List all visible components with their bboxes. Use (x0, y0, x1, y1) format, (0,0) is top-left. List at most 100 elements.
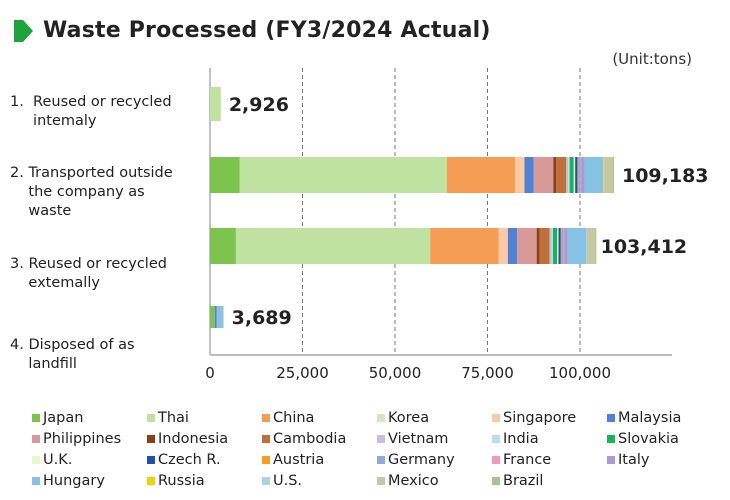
bar-segment (430, 228, 499, 264)
legend-item: Cambodia (262, 429, 377, 448)
legend-swatch (607, 413, 615, 422)
total-label: 2,926 (229, 94, 289, 116)
bar-segment (560, 228, 562, 264)
x-tick-label: 25,000 (276, 364, 329, 382)
legend-label: Japan (43, 409, 84, 426)
legend-label: Indonesia (158, 430, 229, 447)
bar-segment (446, 157, 516, 193)
bar-segment (567, 228, 587, 264)
bar-segment (217, 306, 223, 328)
legend-swatch (377, 413, 385, 422)
category-label: 2. Transported outside (10, 165, 173, 181)
chart-title-block: Waste Processed (FY3/2024 Actual) (14, 18, 491, 43)
legend-swatch (262, 455, 270, 464)
category-label: 1. Reused or recycled (10, 94, 172, 110)
legend-label: Austria (273, 451, 325, 468)
bar-segment (553, 157, 557, 193)
bar-segment (573, 157, 576, 193)
bar-segment (556, 157, 567, 193)
legend-swatch (492, 455, 500, 464)
legend-label: China (273, 409, 315, 426)
legend-item: Russia (147, 471, 262, 490)
legend-item: Hungary (32, 471, 147, 490)
legend-item: Malaysia (607, 408, 722, 427)
legend-label: Italy (618, 451, 650, 468)
bar-segment (222, 306, 224, 328)
bar-segment (595, 228, 597, 264)
legend-label: Mexico (388, 472, 439, 489)
category-label: 3. Reused or recycled (10, 256, 167, 272)
legend-label: Germany (388, 451, 455, 468)
bar-segment (581, 157, 585, 193)
total-label: 109,183 (622, 165, 709, 187)
legend-swatch (377, 434, 385, 443)
legend-item: China (262, 408, 377, 427)
legend-label: Philippines (43, 430, 122, 447)
bar-segment (216, 306, 218, 328)
bar-segment (235, 228, 431, 264)
legend-item: India (492, 429, 607, 448)
bar-segment (569, 157, 574, 193)
x-tick-label: 0 (205, 364, 215, 382)
legend-swatch (607, 455, 615, 464)
legend-label: Czech R. (158, 451, 221, 468)
bar-segment (578, 157, 581, 193)
bar-segment (552, 228, 558, 264)
legend-label: Vietnam (388, 430, 449, 447)
category-label: the company as (10, 184, 145, 200)
legend-swatch (32, 455, 40, 464)
legend-swatch (262, 434, 270, 443)
bar-segment (587, 228, 596, 264)
bar-segment (580, 157, 582, 193)
legend-label: Thai (158, 409, 189, 426)
legend-swatch (147, 455, 155, 464)
legend-label: Slovakia (618, 430, 679, 447)
legend-swatch (377, 476, 385, 485)
total-label: 103,412 (601, 236, 688, 258)
bar-segment (239, 157, 447, 193)
bar-segment (561, 228, 564, 264)
legend-label: Singapore (503, 409, 577, 426)
legend-swatch (147, 434, 155, 443)
bar-segment (210, 87, 221, 121)
bar-segment (210, 157, 240, 193)
bar-segment (566, 157, 569, 193)
legend-label: Malaysia (618, 409, 682, 426)
legend-swatch (32, 413, 40, 422)
bar-segment (564, 228, 568, 264)
bar-segment (551, 228, 553, 264)
bar-segment (577, 157, 579, 193)
legend-item: Korea (377, 408, 492, 427)
bar-segment (515, 157, 525, 193)
bar-segment (524, 157, 534, 193)
bar-segment (568, 157, 570, 193)
bar-segment (549, 228, 552, 264)
legend-swatch (492, 434, 500, 443)
legend-item: Thai (147, 408, 262, 427)
bar-segment (604, 157, 613, 193)
legend-swatch (492, 413, 500, 422)
bar-segment (507, 228, 518, 264)
total-label: 3,689 (232, 307, 292, 329)
legend-swatch (262, 476, 270, 485)
legend-item: Vietnam (377, 429, 492, 448)
bar-segment (533, 157, 554, 193)
bar-segment (584, 157, 603, 193)
legend-label: Russia (158, 472, 205, 489)
legend-swatch (262, 413, 270, 422)
legend-label: U.K. (43, 451, 73, 468)
bar-segment (575, 157, 578, 193)
legend-swatch (32, 434, 40, 443)
x-tick-label: 50,000 (369, 364, 422, 382)
bar-segment (210, 306, 215, 328)
legend-swatch (32, 476, 40, 485)
bar-segment (586, 228, 588, 264)
bar-segment (558, 228, 561, 264)
category-label: landfill (10, 356, 77, 372)
chart-title: Waste Processed (FY3/2024 Actual) (43, 18, 491, 43)
legend-item: U.K. (32, 450, 147, 469)
legend-swatch (492, 476, 500, 485)
title-arrow-icon (23, 19, 33, 42)
legend-swatch (377, 455, 385, 464)
